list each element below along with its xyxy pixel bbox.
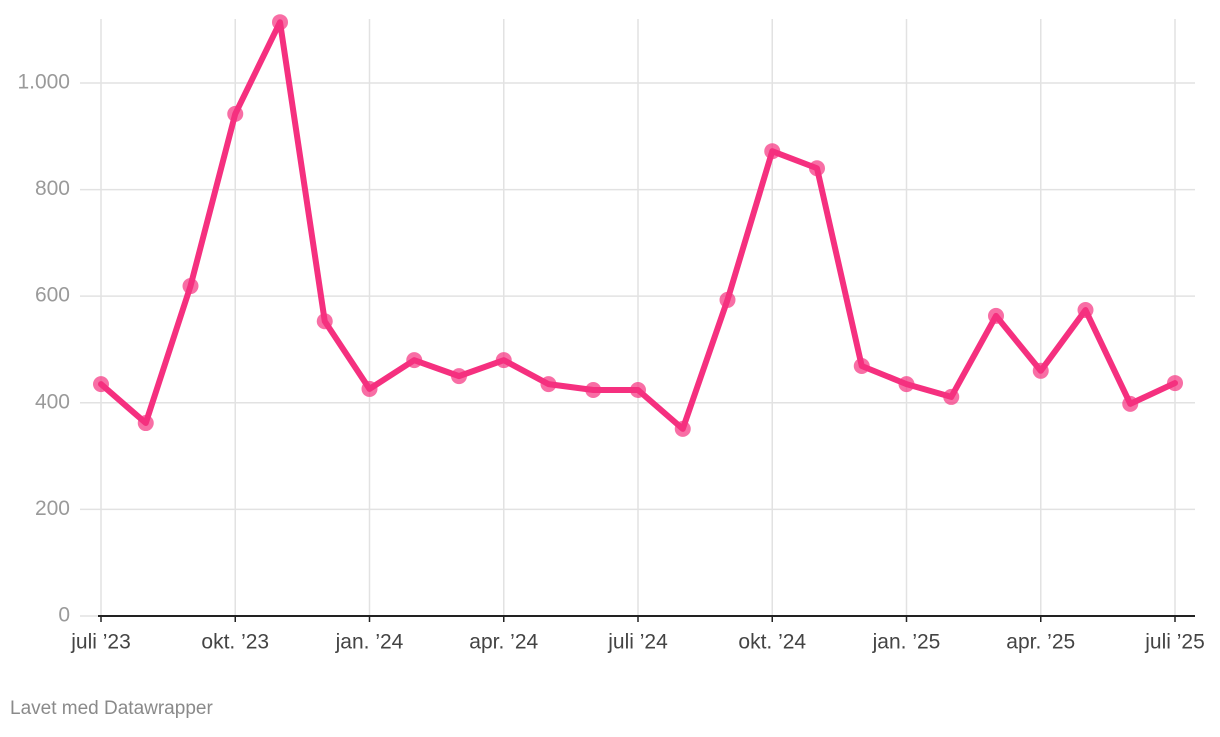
x-tick-label: jan. ’24 — [335, 631, 404, 654]
point — [1167, 375, 1183, 392]
x-tick-label: okt. ’24 — [738, 631, 806, 654]
point — [943, 388, 960, 405]
point — [630, 381, 646, 398]
x-tick-label: juli ’25 — [1144, 631, 1205, 654]
x-tick-label: apr. ’24 — [469, 631, 538, 654]
x-tick-label: okt. ’23 — [201, 631, 269, 654]
point — [93, 376, 109, 393]
point — [316, 313, 333, 330]
point — [1122, 395, 1139, 412]
x-tick-label: apr. ’25 — [1006, 631, 1075, 654]
y-tick-label: 0 — [58, 604, 70, 627]
y-tick-label: 1.000 — [17, 71, 70, 94]
point — [272, 14, 288, 31]
point — [361, 380, 378, 397]
point — [406, 352, 423, 369]
point — [719, 291, 736, 308]
point — [898, 376, 915, 393]
x-tick-label: juli ’24 — [607, 631, 668, 654]
y-tick-label: 200 — [35, 497, 70, 520]
point — [1032, 362, 1049, 379]
point — [137, 415, 154, 432]
point — [764, 143, 781, 160]
point — [585, 381, 602, 398]
point — [988, 307, 1004, 324]
point — [809, 160, 825, 177]
y-tick-label: 800 — [35, 177, 70, 200]
y-tick-label: 600 — [35, 284, 70, 307]
point — [540, 376, 557, 393]
point — [674, 420, 691, 437]
point — [495, 352, 512, 369]
y-tick-label: 400 — [35, 390, 70, 413]
point — [227, 105, 244, 122]
credit: Lavet med Datawrapper — [10, 698, 213, 719]
point — [451, 368, 467, 385]
point — [182, 278, 199, 295]
x-tick-label: jan. ’25 — [872, 631, 941, 654]
point — [1077, 302, 1094, 319]
point — [853, 358, 870, 375]
x-tick-label: juli ’23 — [70, 631, 131, 654]
